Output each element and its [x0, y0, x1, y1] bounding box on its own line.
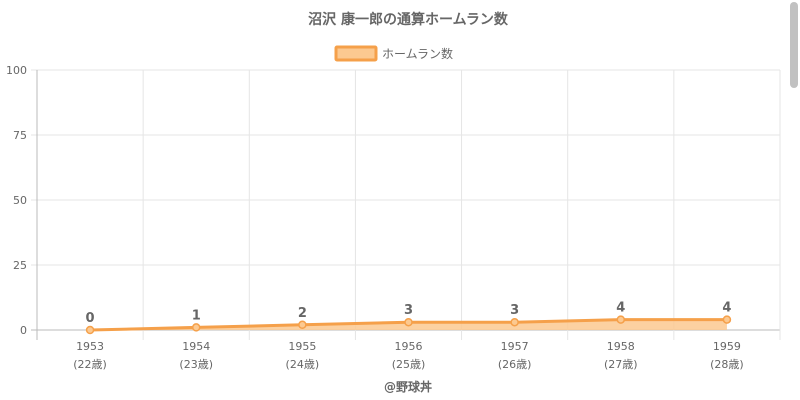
- x-tick-label: 1959: [713, 340, 741, 353]
- y-tick-label: 100: [6, 64, 27, 77]
- data-label: 2: [298, 306, 307, 321]
- x-tick-label: 1953: [76, 340, 104, 353]
- scrollbar-thumb[interactable]: [790, 2, 798, 88]
- x-tick-label: 1954: [182, 340, 210, 353]
- x-tick-label: 1957: [501, 340, 529, 353]
- footer-credit: @野球丼: [384, 379, 432, 394]
- y-tick-label: 75: [13, 129, 27, 142]
- data-label: 1: [192, 308, 201, 323]
- y-axis: 0 25 50 75 100: [6, 64, 27, 337]
- data-label: 4: [722, 301, 731, 316]
- data-point[interactable]: [404, 317, 413, 327]
- y-tick-label: 0: [20, 324, 27, 337]
- data-point[interactable]: [191, 323, 201, 332]
- x-axis: 1953 (22歳) 1954 (23歳) 1955 (24歳) 1956 (25歳) 1957…: [73, 340, 743, 371]
- y-tick-label: 50: [13, 194, 27, 207]
- x-tick-sublabel: (23歳): [179, 358, 213, 371]
- x-tick-sublabel: (28歳): [710, 358, 744, 371]
- legend-label: ホームラン数: [382, 46, 453, 61]
- series-homeruns: [85, 315, 732, 335]
- x-tick-label: 1958: [607, 340, 635, 353]
- x-tick-sublabel: (24歳): [286, 358, 320, 371]
- data-label: 3: [404, 303, 413, 318]
- data-point[interactable]: [85, 325, 95, 335]
- x-tick-sublabel: (27歳): [604, 358, 638, 371]
- data-point[interactable]: [510, 317, 519, 327]
- grid: [31, 69, 781, 340]
- legend[interactable]: ホームラン数: [334, 45, 453, 62]
- data-point[interactable]: [722, 315, 732, 324]
- data-point[interactable]: [298, 320, 307, 330]
- x-tick-sublabel: (25歳): [392, 358, 426, 371]
- data-label: 3: [510, 303, 519, 318]
- x-tick-sublabel: (22歳): [73, 358, 107, 371]
- y-tick-label: 25: [13, 259, 27, 272]
- data-labels: 0 1 2 3 3 4 4: [86, 301, 732, 326]
- x-tick-label: 1956: [395, 340, 423, 353]
- legend-swatch: [334, 45, 378, 62]
- x-tick-label: 1955: [288, 340, 316, 353]
- x-tick-sublabel: (26歳): [498, 358, 532, 371]
- data-label: 4: [616, 301, 625, 316]
- data-point[interactable]: [616, 315, 626, 324]
- data-label: 0: [86, 311, 95, 326]
- chart-title: 沼沢 康一郎の通算ホームラン数: [308, 11, 509, 28]
- scrollbar[interactable]: [788, 0, 800, 400]
